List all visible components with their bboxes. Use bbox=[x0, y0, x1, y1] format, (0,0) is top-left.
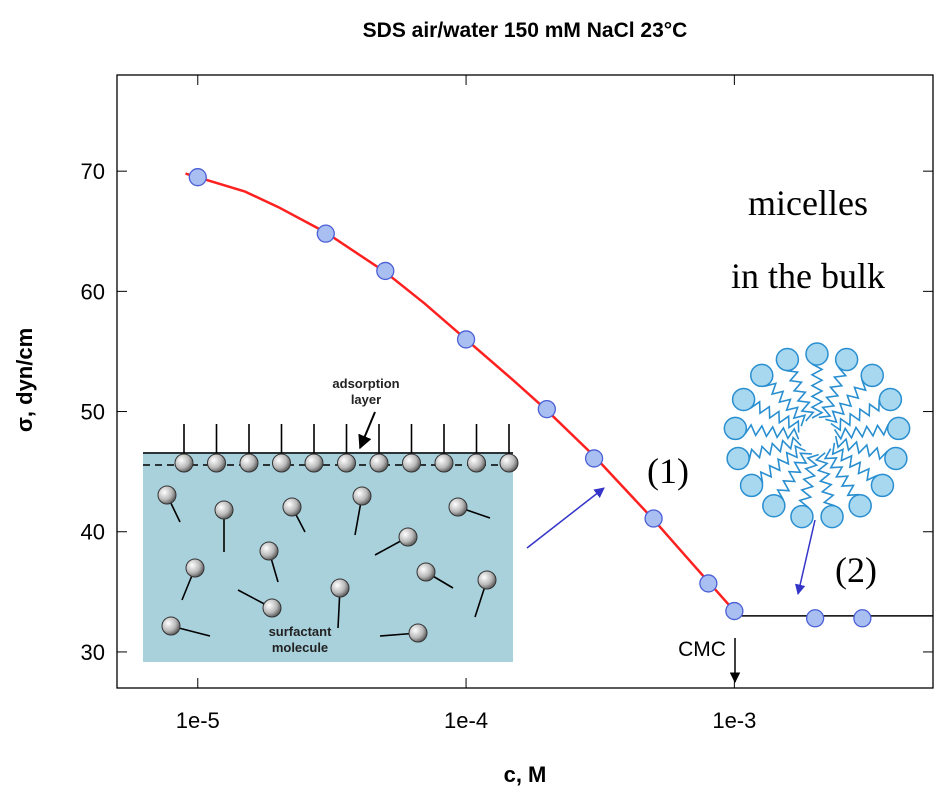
head bbox=[207, 453, 226, 473]
micelle bbox=[723, 342, 911, 529]
x-axis-label: c, M bbox=[504, 762, 547, 787]
data-point bbox=[644, 509, 663, 528]
micelle-tail bbox=[749, 400, 800, 433]
chart-title: SDS air/water 150 mM NaCl 23°C bbox=[363, 19, 688, 42]
arrow bbox=[358, 411, 376, 450]
micelle-head bbox=[886, 416, 911, 441]
micelle-tail bbox=[830, 399, 880, 432]
micelle-tail bbox=[810, 363, 824, 419]
head bbox=[282, 497, 302, 517]
head bbox=[185, 558, 205, 578]
micelle-head bbox=[884, 446, 908, 471]
y-tick-label: 30 bbox=[81, 640, 105, 665]
micelle-tail bbox=[798, 453, 819, 509]
head bbox=[408, 623, 428, 643]
head bbox=[448, 497, 468, 517]
label: surfactant bbox=[269, 624, 333, 639]
data-point bbox=[537, 399, 556, 419]
micelle-head bbox=[790, 504, 814, 529]
data-point bbox=[584, 449, 604, 468]
micelle-head bbox=[726, 446, 750, 471]
micelle-tail bbox=[776, 452, 812, 501]
head bbox=[214, 500, 234, 520]
annotation: CMC bbox=[678, 638, 726, 661]
micelle-head bbox=[805, 342, 829, 366]
micelle-tail bbox=[764, 382, 807, 427]
micelle-head bbox=[775, 347, 800, 372]
y-tick-label: 40 bbox=[81, 520, 105, 545]
data-point bbox=[725, 601, 744, 621]
arrow bbox=[794, 519, 816, 596]
micelle-head bbox=[860, 363, 884, 388]
micelle-head bbox=[878, 387, 903, 412]
x-tick-label: 1e-4 bbox=[444, 708, 488, 733]
micelle-tail bbox=[834, 435, 889, 461]
micelle-head bbox=[739, 473, 764, 498]
micelle-tail bbox=[759, 444, 806, 484]
micelle-head bbox=[750, 363, 774, 388]
data-point bbox=[188, 168, 207, 187]
micelle-head bbox=[731, 387, 756, 412]
micelle-tail bbox=[818, 366, 848, 419]
micelle-head bbox=[870, 473, 895, 498]
data-point bbox=[805, 609, 825, 628]
head bbox=[239, 453, 259, 473]
data-point bbox=[699, 574, 718, 593]
label: adsorption bbox=[332, 376, 399, 391]
micelle-head bbox=[723, 416, 748, 441]
head bbox=[369, 453, 389, 473]
head bbox=[330, 578, 350, 598]
micelle-tail bbox=[825, 379, 867, 424]
head bbox=[304, 453, 324, 473]
head bbox=[434, 453, 454, 473]
adsorption-inset: adsorption layer surfactant molecule bbox=[143, 376, 519, 662]
micelle-tail bbox=[748, 435, 802, 461]
y-tick-label: 60 bbox=[81, 279, 105, 304]
annotation: (2) bbox=[835, 550, 877, 590]
micelle-head bbox=[820, 504, 844, 529]
arrow bbox=[526, 487, 605, 549]
head bbox=[337, 453, 356, 473]
micelle-head bbox=[848, 493, 872, 518]
micelle-tail bbox=[833, 423, 889, 441]
label: layer bbox=[351, 392, 381, 407]
head bbox=[262, 598, 282, 618]
y-tick-label: 50 bbox=[81, 400, 105, 425]
annotation: (1) bbox=[647, 451, 689, 491]
head bbox=[499, 453, 519, 473]
annotation: in the bulk bbox=[731, 256, 885, 296]
y-axis-label: σ, dyn/cm bbox=[12, 328, 37, 432]
y-tick-label: 70 bbox=[81, 159, 105, 184]
data-point bbox=[376, 261, 395, 281]
annotation: micelles bbox=[748, 183, 868, 223]
plot-frame bbox=[116, 74, 934, 689]
micelle-tail bbox=[786, 369, 815, 422]
head bbox=[352, 486, 372, 506]
micelle-tail bbox=[744, 423, 800, 440]
head bbox=[416, 562, 436, 582]
data-point bbox=[853, 609, 872, 628]
x-tick-label: 1e-3 bbox=[712, 708, 756, 733]
micelle-tail bbox=[814, 452, 836, 507]
head bbox=[402, 453, 421, 473]
head bbox=[157, 485, 177, 505]
head bbox=[467, 453, 486, 473]
data-point bbox=[316, 224, 335, 243]
data-point bbox=[456, 330, 476, 349]
micelle-tail bbox=[823, 448, 860, 497]
micelle-tail bbox=[831, 442, 878, 482]
head bbox=[398, 527, 418, 547]
head bbox=[174, 453, 194, 473]
x-tick-label: 1e-5 bbox=[176, 708, 220, 733]
label: molecule bbox=[272, 640, 328, 655]
micelle-head bbox=[834, 347, 859, 372]
micelle-head bbox=[762, 493, 786, 518]
head bbox=[272, 453, 291, 473]
solution bbox=[143, 452, 513, 662]
head bbox=[477, 570, 497, 590]
head bbox=[161, 616, 181, 636]
head bbox=[259, 541, 279, 561]
